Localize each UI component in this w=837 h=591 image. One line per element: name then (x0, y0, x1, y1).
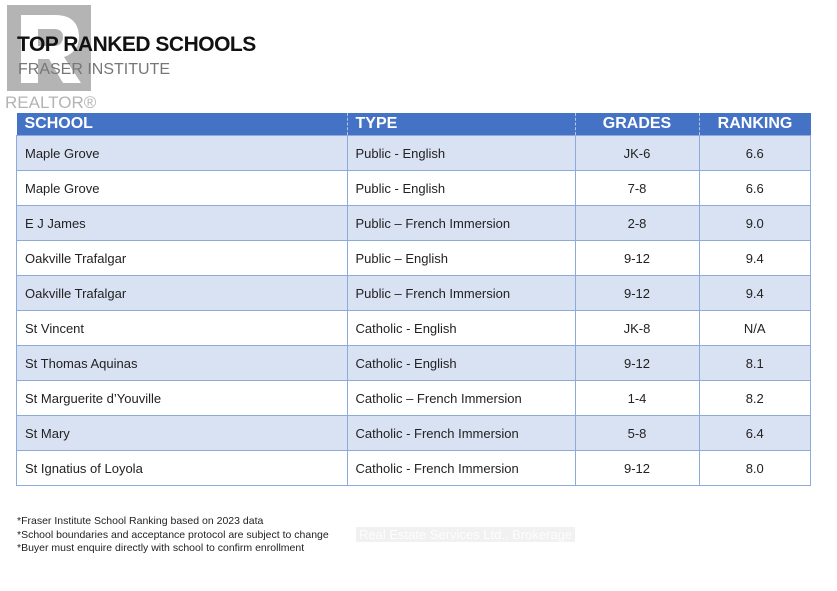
cell-school: St Ignatius of Loyola (16, 450, 348, 486)
table-row: St Ignatius of Loyola Catholic - French I… (16, 450, 811, 486)
cell-type: Catholic - French Immersion (346, 415, 576, 451)
footnote: *Fraser Institute School Ranking based o… (17, 515, 264, 527)
cell-ranking: 6.6 (698, 135, 811, 171)
cell-type: Public – French Immersion (346, 205, 576, 241)
cell-school: Maple Grove (16, 135, 348, 171)
table-row: St Mary Catholic - French Immersion 5-8 6.4 (16, 415, 811, 451)
cell-ranking: 8.0 (698, 450, 811, 486)
cell-ranking: 6.6 (698, 170, 811, 206)
footnotes: *Fraser Institute School Ranking based o… (17, 515, 329, 556)
cell-type: Catholic - English (346, 310, 576, 346)
header-ranking: RANKING (699, 113, 811, 136)
table-row: Maple Grove Public - English JK-6 6.6 (16, 135, 811, 171)
table-row: Maple Grove Public - English 7-8 6.6 (16, 170, 811, 206)
cell-ranking: 8.2 (698, 380, 811, 416)
cell-grades: 9-12 (574, 450, 700, 486)
page-subtitle: FRASER INSTITUTE (18, 61, 171, 78)
cell-grades: 9-12 (574, 345, 700, 381)
table-row: St Vincent Catholic - English JK-8 N/A (16, 310, 811, 346)
cell-type: Catholic - English (346, 345, 576, 381)
cell-school: Maple Grove (16, 170, 348, 206)
cell-ranking: N/A (698, 310, 811, 346)
table-row: St Marguerite d’Youville Catholic – Frenc… (16, 380, 811, 416)
cell-grades: JK-6 (574, 135, 700, 171)
table-row: E J James Public – French Immersion 2-8 9.0 (16, 205, 811, 241)
cell-type: Public - English (346, 135, 576, 171)
header-school: SCHOOL (16, 113, 348, 136)
cell-school: St Thomas Aquinas (16, 345, 348, 381)
watermark: Real Estate Services Ltd., Brokerage (356, 527, 576, 542)
footnote: *Buyer must enquire directly with school… (17, 542, 305, 554)
header-grades: GRADES (575, 113, 700, 136)
cell-type: Public – English (346, 240, 576, 276)
cell-ranking: 9.4 (698, 275, 811, 311)
cell-grades: 7-8 (574, 170, 700, 206)
cell-grades: 1-4 (574, 380, 700, 416)
schools-table: SCHOOL TYPE GRADES RANKING Maple Grove Pu… (16, 113, 811, 486)
cell-school: St Marguerite d’Youville (16, 380, 348, 416)
cell-type: Catholic - French Immersion (346, 450, 576, 486)
cell-grades: 2-8 (574, 205, 700, 241)
cell-school: Oakville Trafalgar (16, 275, 348, 311)
realtor-logo: REALTOR® (5, 5, 100, 113)
cell-ranking: 8.1 (698, 345, 811, 381)
cell-grades: 5-8 (574, 415, 700, 451)
cell-grades: 9-12 (574, 240, 700, 276)
cell-type: Catholic – French Immersion (346, 380, 576, 416)
table-row: Oakville Trafalgar Public – French Immers… (16, 275, 811, 311)
cell-ranking: 6.4 (698, 415, 811, 451)
table-row: Oakville Trafalgar Public – English 9-12 9.… (16, 240, 811, 276)
cell-type: Public - English (346, 170, 576, 206)
footnote: *School boundaries and acceptance protoc… (17, 528, 329, 541)
cell-type: Public – French Immersion (346, 275, 576, 311)
header-type: TYPE (347, 113, 576, 136)
cell-ranking: 9.0 (698, 205, 811, 241)
cell-grades: JK-8 (574, 310, 700, 346)
realtor-logo-word: REALTOR® (5, 93, 97, 112)
table-header-row: SCHOOL TYPE GRADES RANKING (16, 113, 811, 136)
realtor-logo-mark-icon (7, 5, 91, 91)
cell-school: St Mary (16, 415, 348, 451)
cell-school: Oakville Trafalgar (16, 240, 348, 276)
page-title: TOP RANKED SCHOOLS (17, 33, 256, 56)
cell-school: St Vincent (16, 310, 348, 346)
table-row: St Thomas Aquinas Catholic - English 9-12 8… (16, 345, 811, 381)
cell-school: E J James (16, 205, 348, 241)
cell-ranking: 9.4 (698, 240, 811, 276)
cell-grades: 9-12 (574, 275, 700, 311)
